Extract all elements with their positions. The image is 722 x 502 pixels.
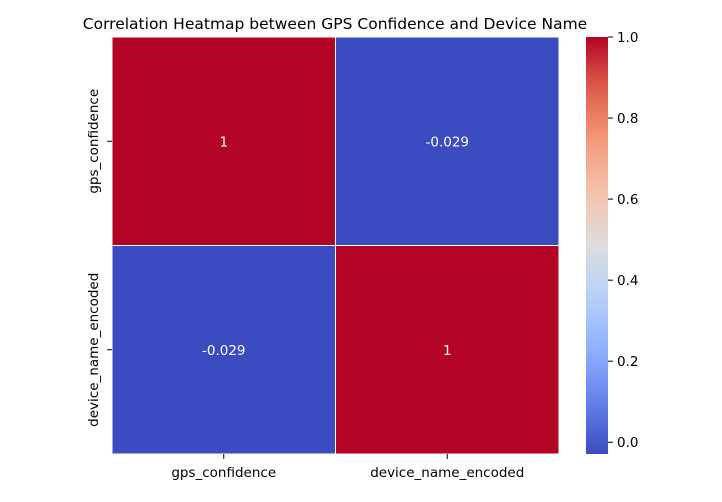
x-axis: gps_confidence device_name_encoded — [171, 454, 524, 481]
colorbar-tick-label: 0.8 — [617, 111, 638, 127]
colorbar-tick-label: 1.0 — [617, 30, 638, 46]
colorbar-tick-label: 0.0 — [617, 435, 638, 451]
colorbar-tick-label: 0.4 — [617, 273, 638, 289]
colorbar: 0.0 0.2 0.4 0.6 0.8 1.0 — [586, 30, 638, 454]
cell-value-label: -0.029 — [425, 134, 469, 150]
x-tick-label: gps_confidence — [171, 465, 276, 481]
cell-value-label: 1 — [443, 343, 452, 359]
cell-value-label: 1 — [219, 134, 228, 150]
colorbar-tick-label: 0.6 — [617, 192, 638, 208]
chart-title: Correlation Heatmap between GPS Confiden… — [83, 15, 587, 33]
y-tick-label: gps_confidence — [86, 89, 102, 194]
heatmap-cell — [111, 36, 336, 246]
y-tick-label: device_name_encoded — [86, 273, 102, 427]
heatmap-cell — [335, 36, 560, 246]
y-axis: gps_confidence device_name_encoded — [86, 89, 112, 427]
cell-value-label: -0.029 — [202, 343, 246, 359]
colorbar-tick-label: 0.2 — [617, 354, 638, 370]
colorbar-gradient — [586, 37, 608, 454]
heatmap-cell — [335, 245, 560, 455]
x-tick-label: device_name_encoded — [370, 465, 524, 481]
heatmap-cell — [111, 245, 336, 455]
heatmap-cells: 1 -0.029 -0.029 1 — [111, 36, 560, 455]
